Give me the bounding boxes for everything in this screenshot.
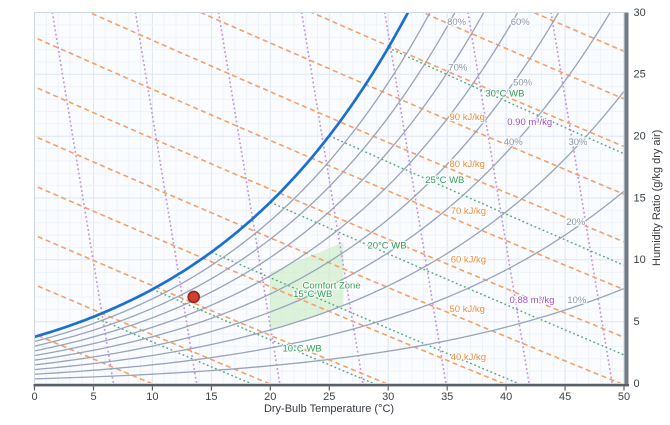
wet-bulb-line — [152, 288, 376, 384]
specific-volume-line — [467, 12, 530, 384]
y-tick-label: 0 — [634, 378, 640, 390]
x-axis-title: Dry-Bulb Temperature (°C) — [263, 403, 395, 415]
y-tick-label: 20 — [634, 131, 646, 143]
y-axis-title: Humidity Ratio (g/kg dry air) — [651, 129, 663, 267]
wet-bulb-label: 25°C WB — [425, 175, 464, 186]
axes: 0 5 10 15 20 25 30 35 40 45 50 0 5 10 15 20 25 30 — [31, 7, 645, 403]
specific-volume-line — [300, 12, 364, 384]
enthalpy-line — [87, 12, 624, 243]
enthalpy-label: 70 kJ/kg — [451, 206, 486, 217]
rh-curve — [34, 190, 624, 375]
wet-bulb-label: 30°C WB — [485, 89, 524, 100]
wet-bulb-line — [93, 316, 253, 384]
rh-curve — [34, 12, 485, 352]
enthalpy-line — [34, 85, 624, 339]
enthalpy-line — [34, 36, 624, 291]
rh-label: 30% — [568, 137, 588, 148]
comfort-zone-label: Comfort Zone — [303, 280, 361, 291]
y-tick-label: 25 — [634, 69, 646, 81]
wet-bulb-line — [329, 135, 624, 267]
saturation-curve — [34, 12, 410, 339]
plot-border — [34, 12, 625, 384]
specific-volume-line — [550, 12, 613, 384]
x-tick-label: 25 — [323, 391, 335, 403]
rh-curve — [34, 90, 624, 371]
enthalpy-line — [34, 333, 154, 384]
specific-volume-label: 0.88 m³/kg — [510, 295, 555, 306]
specific-volume-label: 0.90 m³/kg — [507, 117, 552, 128]
wet-bulb-line — [387, 47, 624, 155]
rh-label: 70% — [448, 63, 468, 74]
x-tick-label: 40 — [500, 391, 512, 403]
enthalpy-line — [34, 283, 271, 384]
x-tick-label: 10 — [146, 391, 158, 403]
y-tick-label: 15 — [634, 192, 646, 204]
x-tick-label: 50 — [618, 391, 630, 403]
rh-label: 40% — [504, 137, 524, 148]
rh-label: 10% — [567, 295, 587, 306]
y-tick-label: 30 — [634, 7, 646, 19]
enthalpy-label: 60 kJ/kg — [451, 254, 486, 265]
enthalpy-label: 50 kJ/kg — [450, 304, 485, 315]
rh-label: 50% — [513, 78, 533, 89]
x-tick-label: 35 — [441, 391, 453, 403]
plot-labels: 80% 70% 60% 50% 40% 30% 20% 10% 90 kJ/kg 80 kJ/kg… — [281, 16, 589, 365]
x-tick-label: 20 — [264, 391, 276, 403]
specific-volume-line — [383, 12, 447, 384]
x-axis-spine — [33, 384, 629, 387]
enthalpy-line — [198, 12, 624, 196]
enthalpy-line — [34, 184, 506, 384]
wet-bulb-label: 10°C WB — [283, 343, 322, 354]
rh-curve — [34, 287, 624, 380]
rh-curve — [34, 12, 611, 366]
wet-bulb-label: 15°C WB — [293, 289, 332, 300]
data-point-marker — [187, 290, 200, 304]
rh-label: 80% — [447, 17, 467, 28]
wet-bulb-label: 20°C WB — [367, 241, 406, 252]
x-tick-label: 5 — [90, 391, 96, 403]
rh-curve — [34, 12, 519, 357]
enthalpy-line — [309, 12, 624, 148]
enthalpy-line — [34, 234, 389, 384]
rh-label: 20% — [566, 217, 586, 228]
x-tick-label: 30 — [382, 391, 394, 403]
enthalpy-line — [531, 12, 624, 53]
enthalpy-label: 90 kJ/kg — [450, 112, 485, 123]
x-tick-label: 0 — [31, 391, 37, 403]
relative-humidity-curves — [34, 12, 624, 380]
enthalpy-line — [420, 12, 624, 100]
specific-volume-line — [51, 12, 115, 384]
x-tick-label: 15 — [205, 391, 217, 403]
rh-curve — [34, 12, 431, 343]
rh-label: 60% — [511, 17, 531, 28]
y-axis-spine — [624, 12, 629, 386]
enthalpy-line — [34, 135, 623, 384]
enthalpy-label: 80 kJ/kg — [450, 159, 485, 170]
rh-curve — [34, 12, 456, 347]
y-tick-label: 5 — [634, 316, 640, 328]
enthalpy-label: 40 kJ/kg — [451, 352, 486, 363]
x-tick-label: 45 — [559, 391, 571, 403]
specific-volume-line — [134, 12, 198, 384]
y-tick-label: 10 — [634, 254, 646, 266]
rh-curve — [34, 12, 560, 361]
